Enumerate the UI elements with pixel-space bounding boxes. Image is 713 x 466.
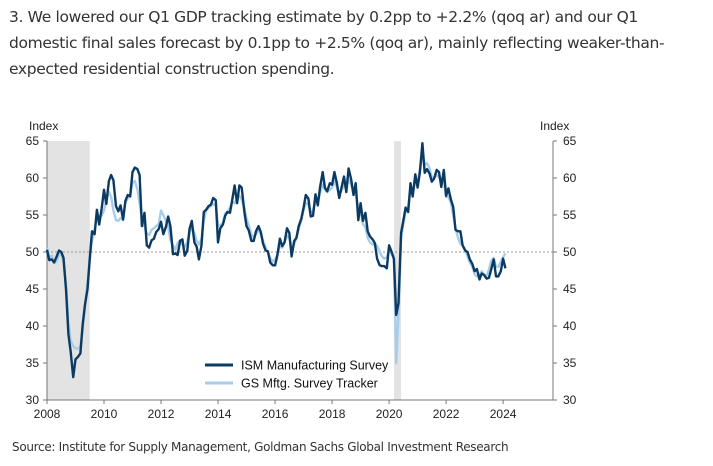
y-tick-label-right: 30	[563, 393, 577, 407]
series-group	[45, 142, 507, 379]
x-tick-label: 2014	[205, 407, 232, 421]
shaded-period-0	[47, 141, 90, 400]
x-tick-label: 2018	[319, 407, 346, 421]
series-line-ism	[45, 142, 507, 379]
shaded-period-1	[393, 141, 402, 400]
y-tick-label-right: 35	[563, 356, 577, 370]
y-tick-label-right: 50	[563, 245, 577, 259]
y-ticks-left: 30 35 40 45 50 55 60 65	[26, 134, 47, 407]
y-tick-label-left: 45	[26, 282, 40, 296]
x-tick-label: 2012	[148, 407, 175, 421]
y-tick-label-left: 30	[26, 393, 40, 407]
intro-paragraph: 3. We lowered our Q1 GDP tracking estima…	[9, 8, 665, 78]
x-tick-label: 2024	[490, 407, 517, 421]
y-tick-label-right: 45	[563, 282, 577, 296]
y-tick-label-left: 60	[26, 171, 40, 185]
y-tick-label-left: 50	[26, 245, 40, 259]
source-note: Source: Institute for Supply Management,…	[12, 440, 509, 454]
legend: ISM Manufacturing Survey GS Mftg. Survey…	[205, 359, 389, 391]
y-tick-label-left: 40	[26, 319, 40, 333]
y-axis-title-left: Index	[29, 119, 58, 133]
x-ticks: 2008 2010 2012 2014 2016 2018 2020 2022 2024	[34, 400, 517, 421]
x-tick-label: 2008	[34, 407, 61, 421]
recession-shading	[47, 141, 402, 400]
y-ticks-right: 30 35 40 45 50 55 60 65	[553, 134, 577, 407]
legend-label-gs: GS Mftg. Survey Tracker	[241, 377, 378, 391]
y-axis-title-right: Index	[540, 119, 569, 133]
y-tick-label-right: 65	[563, 134, 577, 148]
axes	[46, 141, 554, 401]
y-tick-label-right: 60	[563, 171, 577, 185]
y-tick-label-left: 65	[26, 134, 40, 148]
x-tick-label: 2010	[91, 407, 118, 421]
legend-label-ism: ISM Manufacturing Survey	[241, 359, 389, 373]
x-tick-label: 2022	[433, 407, 460, 421]
x-tick-label: 2016	[262, 407, 289, 421]
x-tick-label: 2020	[376, 407, 403, 421]
line-chart: Index Index 30 35 40 45 50 55 60 65 30 35 40 45 50 5…	[26, 119, 577, 421]
y-tick-label-left: 55	[26, 208, 40, 222]
y-tick-label-left: 35	[26, 356, 40, 370]
y-tick-label-right: 40	[563, 319, 577, 333]
y-tick-label-right: 55	[563, 208, 577, 222]
